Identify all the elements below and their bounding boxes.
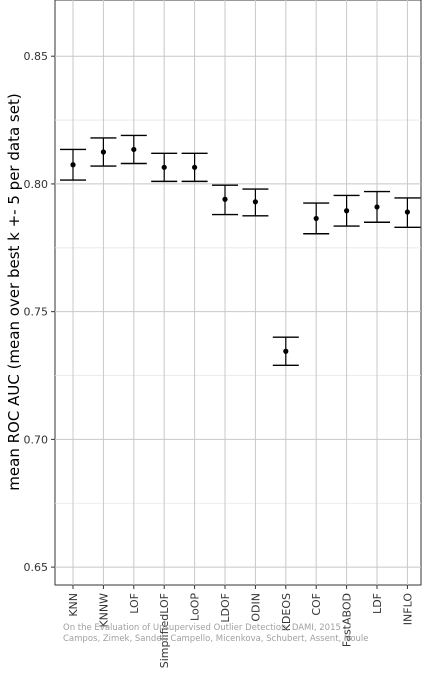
mean-point <box>344 208 350 214</box>
x-tick-label: LDOF <box>219 593 232 623</box>
x-tick-label: LOF <box>128 593 141 614</box>
y-axis: 0.65 0.70 0.75 0.80 0.85 <box>24 50 55 574</box>
mean-point <box>192 164 198 170</box>
grid-layer <box>55 0 421 585</box>
x-tick-label: ODIN <box>249 593 262 622</box>
y-tick-label: 0.80 <box>24 178 49 191</box>
mean-point <box>222 196 228 202</box>
y-tick-label: 0.70 <box>24 433 49 446</box>
mean-point <box>70 162 76 168</box>
mean-point <box>161 164 167 170</box>
mean-point <box>131 146 137 153</box>
x-tick-label: KNN <box>67 593 80 617</box>
y-tick-label: 0.75 <box>24 306 49 319</box>
x-tick-label: SimplifiedLOF <box>158 593 171 668</box>
y-axis-title: mean ROC AUC (mean over best k +- 5 per … <box>5 93 23 490</box>
x-tick-label: KDEOS <box>280 593 293 631</box>
x-axis: KNN KNNW LOF SimplifiedLOF LoOP LDOF ODIN KDEOS… <box>67 585 414 668</box>
x-tick-label: LoOP <box>189 593 202 621</box>
y-tick-label: 0.65 <box>24 561 49 574</box>
mean-point <box>313 215 319 222</box>
point-layer <box>70 146 410 354</box>
x-tick-label: INFLO <box>401 593 414 626</box>
watermark-line-1: On the Evaluation of Unsupervised Outlie… <box>63 623 341 633</box>
x-tick-label: FastABOD <box>341 593 354 647</box>
mean-point <box>374 204 380 210</box>
watermark-line-2: Campos, Zimek, Sander, Campello, Micenko… <box>63 634 369 644</box>
mean-point <box>100 149 106 155</box>
mean-point <box>283 348 289 354</box>
x-tick-label: KNNW <box>97 593 110 628</box>
mean-point <box>252 199 258 205</box>
x-tick-label: LDF <box>371 593 384 614</box>
y-tick-label: 0.85 <box>24 50 49 63</box>
mean-point <box>404 209 410 215</box>
plot-panel <box>54 0 422 586</box>
x-tick-label: COF <box>310 593 323 616</box>
